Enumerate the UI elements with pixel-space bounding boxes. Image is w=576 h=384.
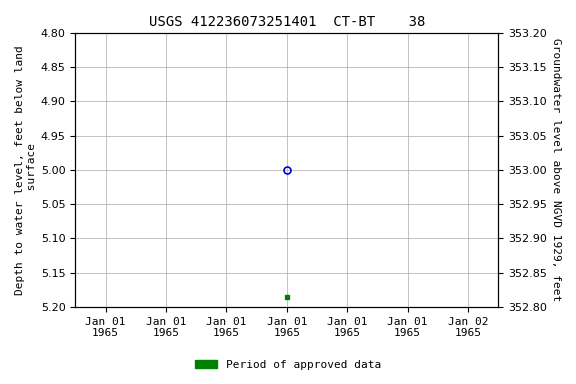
Y-axis label: Depth to water level, feet below land
 surface: Depth to water level, feet below land su… — [15, 45, 37, 295]
Y-axis label: Groundwater level above NGVD 1929, feet: Groundwater level above NGVD 1929, feet — [551, 38, 561, 301]
Legend: Period of approved data: Period of approved data — [191, 356, 385, 375]
Title: USGS 412236073251401  CT-BT    38: USGS 412236073251401 CT-BT 38 — [149, 15, 425, 29]
